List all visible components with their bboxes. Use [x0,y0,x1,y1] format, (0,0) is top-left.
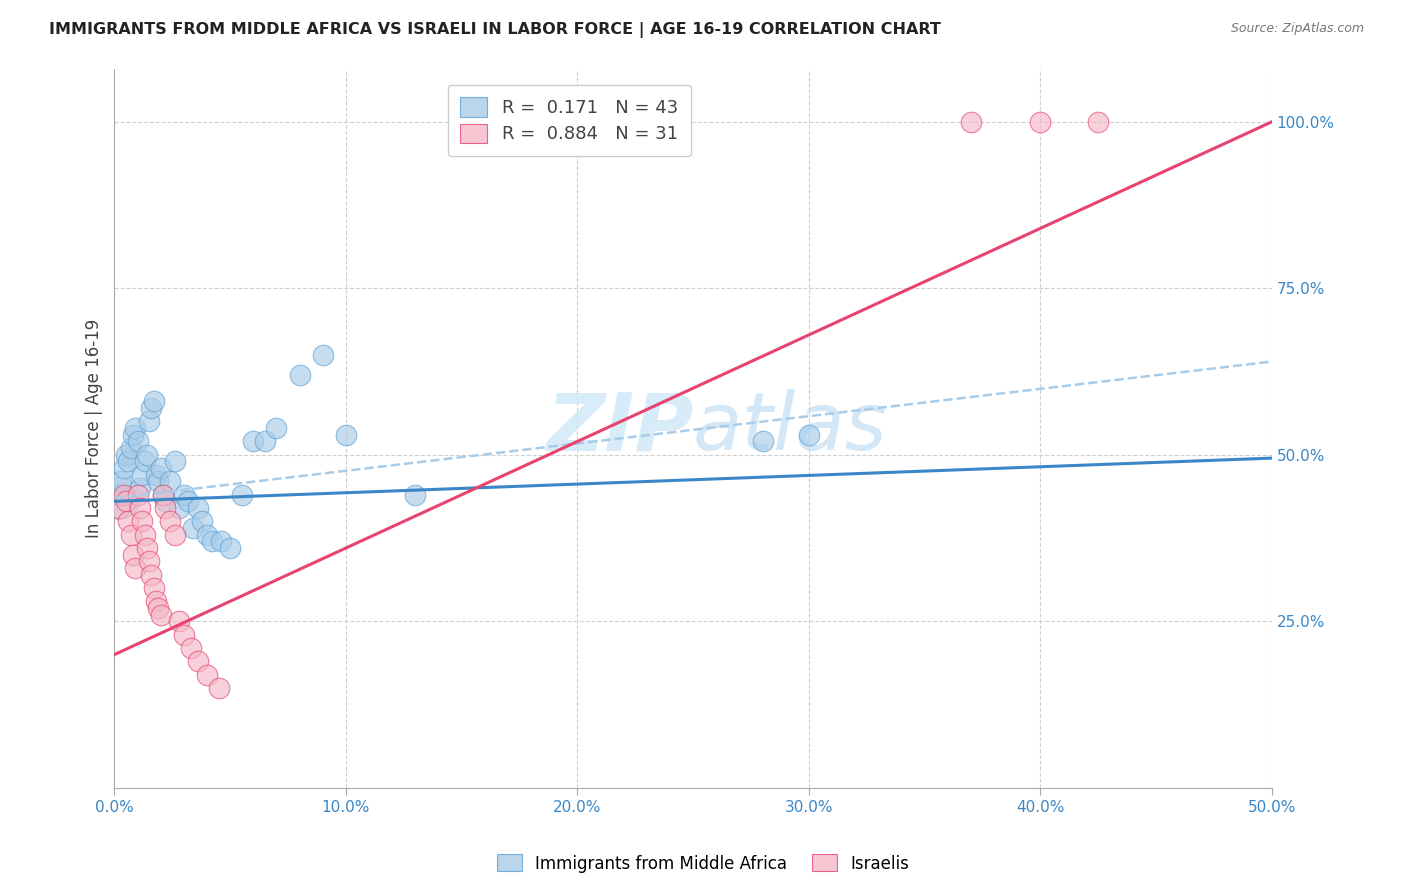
Point [134,527,156,541]
Point [1029,115,1052,129]
Point [149,607,172,622]
Point [141,567,163,582]
Point [195,527,218,541]
Point [122,427,145,442]
Point [152,488,174,502]
Point [312,348,335,362]
Point [110,475,132,489]
Point [163,527,186,541]
Point [142,394,165,409]
Point [115,448,138,462]
Point [288,368,311,382]
Point [209,534,232,549]
Point [219,541,242,555]
Point [128,481,150,495]
Point [187,654,209,668]
Point [152,488,174,502]
Point [960,115,983,129]
Point [177,494,200,508]
Point [167,614,190,628]
Point [115,494,138,508]
Point [127,434,149,449]
Point [135,448,157,462]
Point [138,554,160,568]
Text: IMMIGRANTS FROM MIDDLE AFRICA VS ISRAELI IN LABOR FORCE | AGE 16-19 CORRELATION : IMMIGRANTS FROM MIDDLE AFRICA VS ISRAELI… [49,22,941,38]
Point [131,467,153,482]
Point [159,514,181,528]
Point [167,501,190,516]
Text: ZIP: ZIP [546,389,693,467]
Point [108,488,131,502]
Point [1087,115,1109,129]
Point [201,534,224,549]
Point [127,488,149,502]
Point [120,441,142,455]
Point [122,548,145,562]
Point [253,434,276,449]
Point [195,667,218,681]
Point [163,454,186,468]
Point [117,514,139,528]
Point [181,521,204,535]
Point [207,681,229,695]
Point [797,427,820,442]
Legend: Immigrants from Middle Africa, Israelis: Immigrants from Middle Africa, Israelis [491,847,915,880]
Point [138,415,160,429]
Point [149,461,172,475]
Y-axis label: In Labor Force | Age 16-19: In Labor Force | Age 16-19 [86,318,103,538]
Point [173,488,195,502]
Point [266,421,288,435]
Point [145,467,167,482]
Point [231,488,253,502]
Point [173,627,195,641]
Point [124,561,146,575]
Point [180,640,202,655]
Point [124,421,146,435]
Point [128,501,150,516]
Point [148,601,170,615]
Point [187,501,209,516]
Point [155,501,177,516]
Point [108,501,131,516]
Point [335,427,357,442]
Point [117,454,139,468]
Point [404,488,426,502]
Point [134,454,156,468]
Text: Source: ZipAtlas.com: Source: ZipAtlas.com [1230,22,1364,36]
Point [751,434,773,449]
Text: atlas: atlas [693,389,889,467]
Point [142,581,165,595]
Point [135,541,157,555]
Legend: R =  0.171   N = 43, R =  0.884   N = 31: R = 0.171 N = 43, R = 0.884 N = 31 [447,85,690,156]
Point [191,514,214,528]
Point [242,434,264,449]
Point [112,461,135,475]
Point [112,488,135,502]
Point [155,494,177,508]
Point [131,514,153,528]
Point [145,594,167,608]
Point [108,491,131,505]
Point [141,401,163,416]
Point [148,475,170,489]
Point [159,475,181,489]
Point [120,527,142,541]
